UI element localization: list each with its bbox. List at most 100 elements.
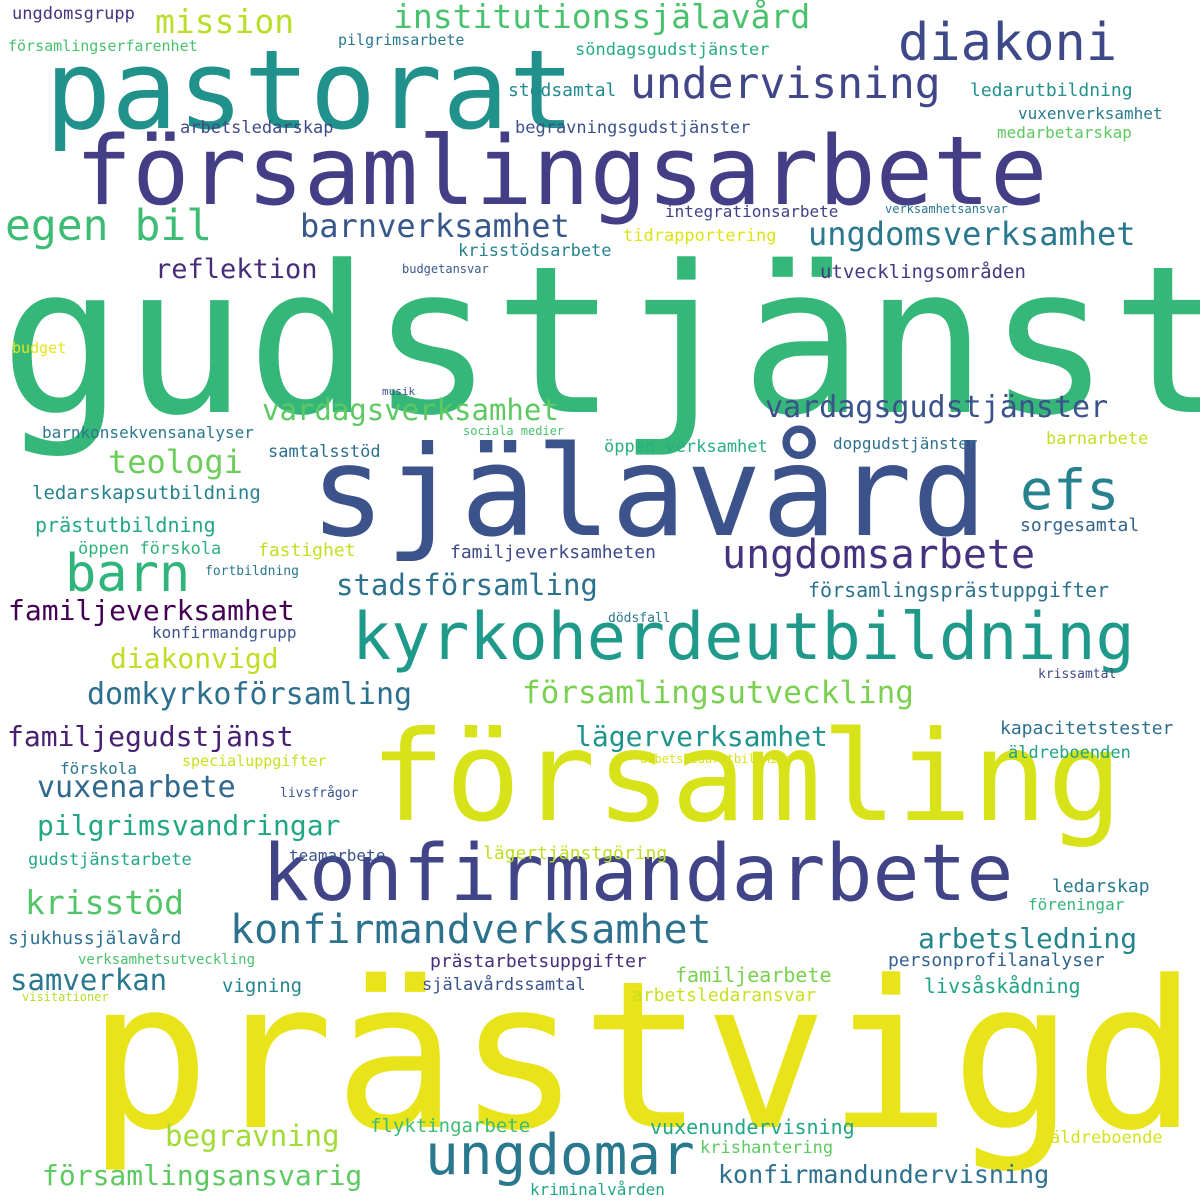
word-25: familjeverksamhet	[8, 594, 295, 627]
word-28: församlingsutveckling	[522, 675, 914, 711]
word-78: arbetsledarutbildning	[640, 752, 792, 766]
word-52: krisstödsarbete	[458, 241, 612, 261]
word-42: söndagsgudstjänster	[575, 40, 770, 60]
word-11: barn	[65, 544, 191, 604]
word-19: barnverksamhet	[300, 207, 570, 245]
word-33: krisstöd	[25, 883, 184, 922]
word-31: vuxenarbete	[37, 770, 236, 805]
word-8: diakoni	[898, 13, 1118, 73]
word-61: barnarbete	[1046, 429, 1149, 449]
word-30: lägerverksamhet	[575, 720, 828, 753]
word-63: ledarskapsutbildning	[32, 482, 261, 504]
word-54: utvecklingsområden	[820, 261, 1026, 283]
word-45: vuxenverksamhet	[1018, 104, 1163, 123]
word-76: förskola	[60, 759, 138, 778]
word-38: konfirmandundervisning	[718, 1160, 1050, 1189]
word-46: arbetsledarskap	[180, 118, 334, 138]
word-79: livsfrågor	[280, 786, 359, 801]
word-17: institutionssjälavård	[393, 0, 811, 36]
word-77: specialuppgifter	[182, 752, 327, 770]
word-36: begravning	[165, 1119, 340, 1153]
word-98: äldreboende	[1050, 1128, 1163, 1148]
word-73: krissamtal	[1038, 667, 1117, 682]
word-13: ungdomsarbete	[722, 532, 1036, 578]
word-51: tidrapportering	[623, 226, 777, 246]
word-44: ledarutbildning	[970, 80, 1133, 101]
word-72: konfirmandgrupp	[152, 623, 297, 642]
word-40: församlingserfarenhet	[8, 37, 198, 55]
word-85: sjukhussjälavård	[8, 928, 182, 949]
word-4: församlingsarbete	[75, 117, 1048, 227]
word-62: samtalsstöd	[268, 442, 381, 462]
word-89: vigning	[222, 975, 303, 997]
word-39: ungdomsgrupp	[12, 4, 135, 24]
word-75: äldreboenden	[1008, 743, 1131, 763]
word-41: pilgrimsarbete	[338, 31, 465, 49]
word-96: vuxenundervisning	[650, 1115, 855, 1139]
word-27: domkyrkoförsamling	[87, 677, 413, 712]
word-64: prästutbildning	[35, 513, 216, 537]
word-83: ledarskap	[1052, 876, 1150, 897]
word-21: vardagsverksamhet	[262, 393, 559, 427]
word-58: sociala medier	[463, 424, 565, 438]
word-66: öppen förskola	[78, 539, 222, 559]
word-32: pilgrimsvandringar	[37, 809, 341, 842]
word-0: gudstjänst	[0, 223, 1200, 461]
word-90: familjearbete	[675, 963, 832, 987]
word-99: kriminalvården	[530, 1180, 665, 1199]
word-35: samverkan	[10, 963, 168, 997]
word-82: lägertjänstgöring	[483, 843, 668, 864]
word-23: teologi	[108, 443, 243, 481]
word-87: prästarbetsuppgifter	[430, 951, 647, 972]
word-70: församlingsprästuppgifter	[808, 578, 1110, 602]
word-29: familjegudstjänst	[7, 720, 294, 753]
word-16: ungdomsverksamhet	[808, 215, 1136, 253]
word-74: kapacitetstester	[1000, 718, 1174, 739]
word-92: själavårdssamtal	[422, 975, 586, 995]
word-68: familjeverksamheten	[450, 542, 656, 563]
word-43: stödsamtal	[508, 80, 617, 101]
word-5: pastorat	[45, 26, 575, 154]
word-95: flyktingarbete	[370, 1115, 531, 1137]
word-50: verksamhetsansvar	[885, 202, 1008, 216]
word-2: församling	[370, 705, 1123, 850]
word-53: budgetansvar	[402, 262, 489, 276]
word-84: föreningar	[1028, 895, 1125, 914]
word-56: musik	[382, 385, 416, 398]
word-48: medarbetarskap	[997, 123, 1132, 142]
word-67: fastighet	[258, 540, 356, 561]
word-59: öppen verksamhet	[604, 437, 768, 457]
word-3: själavård	[310, 420, 988, 565]
word-93: arbetsledaransvar	[632, 985, 817, 1006]
word-15: egen bil	[5, 201, 213, 251]
word-20: reflektion	[155, 254, 318, 285]
word-12: konfirmandverksamhet	[230, 907, 712, 953]
word-94: livsåskådning	[924, 974, 1081, 998]
word-65: sorgesamtal	[1020, 515, 1140, 536]
word-6: konfirmandarbete	[262, 829, 1014, 919]
word-91: visitationer	[22, 990, 109, 1004]
word-26: diakonvigd	[110, 642, 279, 675]
word-22: vardagsgudstjänster	[765, 390, 1109, 425]
word-49: integrationsarbete	[665, 202, 839, 221]
word-1: prästvigd	[87, 938, 1198, 1176]
word-24: stadsförsamling	[336, 568, 598, 602]
word-7: kyrkoherdeutbildning	[352, 600, 1135, 675]
word-9: ungdomar	[425, 1123, 695, 1188]
word-97: krishantering	[700, 1138, 834, 1158]
word-81: teamarbete	[289, 846, 386, 865]
word-18: mission	[155, 2, 295, 41]
word-60: dopgudstjänster	[833, 434, 978, 453]
word-80: gudstjänstarbete	[28, 850, 192, 870]
word-57: barnkonsekvensanalyser	[42, 423, 254, 442]
word-10: efs	[1020, 458, 1120, 522]
word-47: begravningsgudstjänster	[515, 118, 751, 138]
word-34: arbetsledning	[918, 922, 1138, 955]
word-69: fortbildning	[205, 564, 299, 579]
word-37: församlingsansvarig	[42, 1159, 363, 1192]
word-86: verksamhetsutveckling	[78, 952, 256, 968]
word-55: budget	[12, 339, 67, 357]
word-88: personprofilanalyser	[888, 950, 1105, 971]
word-71: dödsfall	[608, 611, 671, 626]
